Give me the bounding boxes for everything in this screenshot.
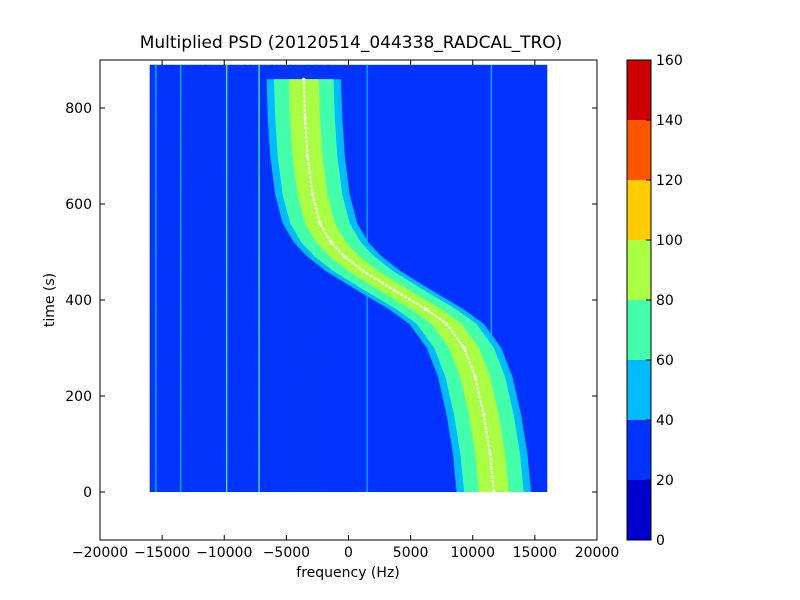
colorbar-segment-3 [627, 300, 651, 360]
colorbar-segment-7 [627, 60, 651, 120]
colorbar-tick-label-0: 0 [656, 533, 665, 549]
colorbar: 0 20 40 60 80 100 120 140 160 [626, 53, 683, 549]
y-tick-label-2: 400 [65, 293, 92, 309]
colorbar-segment-5 [627, 180, 651, 240]
track-point-7 [392, 288, 397, 292]
x-tick-label-6: 10000 [450, 545, 495, 561]
band-level-80 [288, 79, 509, 492]
track-point-11 [318, 221, 322, 225]
track-point-4 [462, 346, 466, 350]
colorbar-tick-label-8: 160 [656, 53, 683, 69]
track-point-6 [425, 308, 429, 312]
colorbar-segment-0 [627, 480, 651, 540]
colorbar-tick-label-5: 100 [656, 233, 683, 249]
x-tick-label-1: −15000 [134, 545, 190, 561]
chart-title: Multiplied PSD (20120514_044338_RADCAL_T… [140, 33, 563, 53]
doppler-center-track [302, 79, 495, 493]
colorbar-tick-label-6: 120 [656, 173, 683, 189]
colorbar-segment-2 [627, 360, 651, 420]
y-tick-label-1: 200 [65, 389, 92, 405]
track-point-5 [445, 322, 449, 326]
track-point-8 [361, 269, 366, 273]
track-point-14 [303, 116, 307, 120]
colorbar-segment-6 [627, 120, 651, 180]
psd-heatmap [149, 64, 548, 494]
colorbar-tick-label-2: 40 [656, 413, 674, 429]
track-point-1 [488, 452, 492, 456]
x-tick-label-7: 15000 [513, 545, 558, 561]
colorbar-segment-1 [627, 420, 651, 480]
x-tick-label-3: −5000 [263, 545, 310, 561]
track-point-15 [302, 77, 306, 81]
track-point-12 [310, 192, 315, 196]
colorbar-tick-label-7: 140 [656, 113, 683, 129]
colorbar-tick-label-1: 20 [656, 473, 674, 489]
colorbar-tick-label-4: 80 [656, 293, 674, 309]
x-tick-label-2: −10000 [196, 545, 252, 561]
y-tick-label-4: 800 [65, 101, 92, 117]
x-tick-label-4: 0 [344, 545, 353, 561]
track-point-2 [482, 413, 486, 417]
track-point-10 [329, 240, 333, 244]
x-axis-ticks: −20000 −15000 −10000 −5000 0 5000 10000 15000 20… [72, 60, 619, 561]
track-point-3 [473, 375, 477, 379]
y-tick-label-0: 0 [83, 485, 92, 501]
x-tick-label-5: 5000 [393, 545, 429, 561]
y-axis-label: time (s) [42, 273, 58, 327]
x-tick-label-0: −20000 [72, 545, 128, 561]
track-point-9 [343, 255, 347, 259]
colorbar-tick-label-3: 60 [656, 353, 674, 369]
y-axis-ticks: 0 200 400 600 800 [65, 101, 597, 501]
x-tick-label-8: 20000 [575, 545, 620, 561]
x-axis-label: frequency (Hz) [296, 565, 399, 581]
track-point-13 [305, 154, 310, 158]
track-point-0 [492, 490, 496, 494]
colorbar-segment-4 [627, 240, 651, 300]
y-tick-label-3: 600 [65, 197, 92, 213]
